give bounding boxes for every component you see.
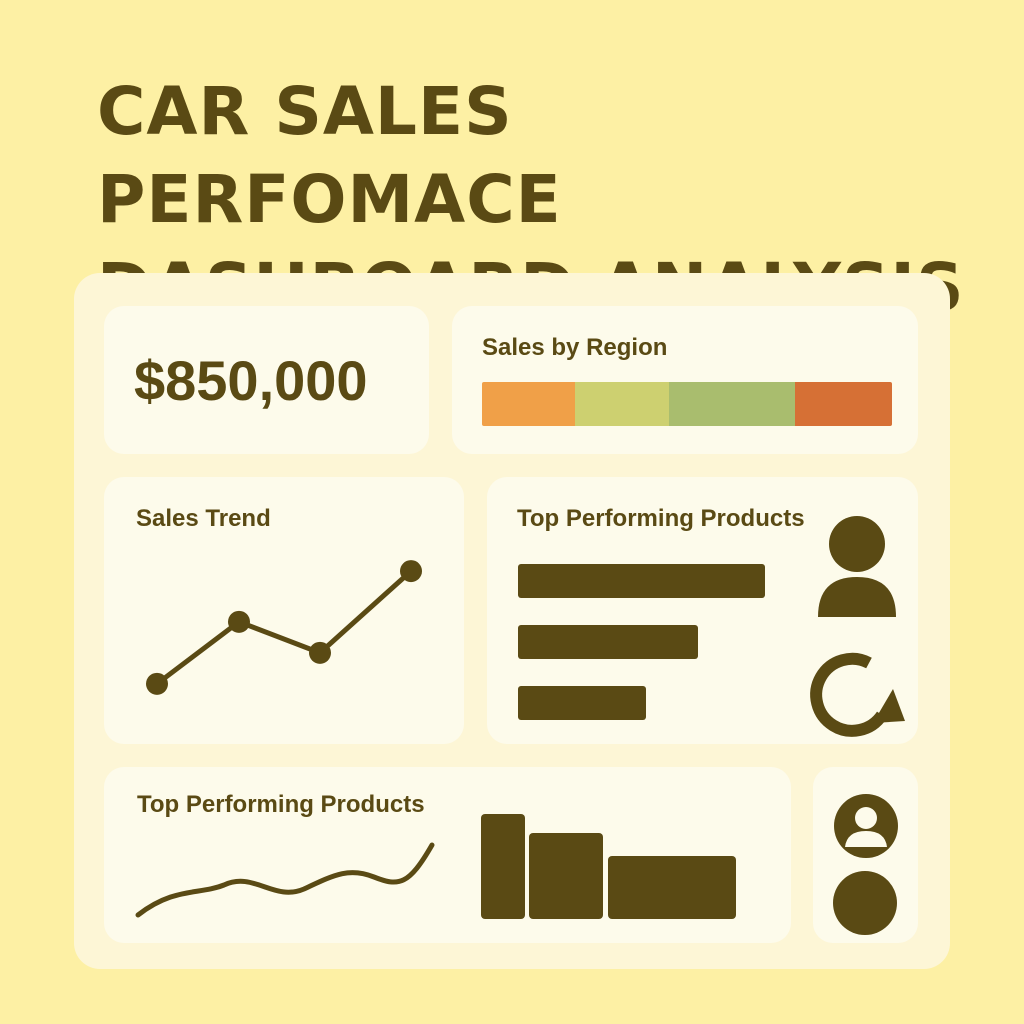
region-segment-3 (669, 382, 796, 426)
trend-card: Sales Trend (104, 477, 464, 744)
page-title-line1: CAR SALES PERFOMACE (97, 73, 562, 238)
region-title: Sales by Region (482, 334, 668, 361)
side-icons-card (813, 767, 918, 943)
circle-icon (833, 871, 897, 935)
trend-line (155, 569, 413, 686)
top-product-bar-2 (518, 625, 699, 659)
bottom-products-title: Top Performing Products (137, 791, 425, 818)
top-product-bar-3 (518, 686, 647, 720)
user-icon[interactable] (812, 509, 902, 619)
trend-title: Sales Trend (136, 505, 271, 532)
region-segment-4 (795, 382, 892, 426)
bottom-product-bar-1 (481, 814, 525, 919)
trend-point-2 (228, 610, 250, 633)
refresh-icon[interactable] (809, 645, 909, 745)
region-segment-2 (575, 382, 670, 426)
user-circle-icon[interactable] (831, 791, 901, 861)
trend-chart (146, 560, 422, 695)
kpi-value: $850,000 (134, 349, 368, 412)
trend-point-4 (400, 560, 422, 583)
top-products-card: Top Performing Products (487, 477, 918, 744)
trend-point-3 (309, 641, 331, 664)
bottom-products-card: Top Performing Products (104, 767, 791, 943)
bottom-product-bar-2 (529, 832, 603, 919)
top-products-title: Top Performing Products (517, 505, 805, 532)
kpi-card: $850,000 (104, 306, 429, 454)
region-card: Sales by Region (452, 306, 918, 454)
bottom-product-bar-3 (608, 856, 736, 919)
wave-line (135, 842, 435, 918)
region-bar (482, 382, 892, 426)
region-segment-1 (482, 382, 576, 426)
top-product-bar-1 (518, 564, 765, 598)
trend-point-1 (146, 672, 168, 695)
